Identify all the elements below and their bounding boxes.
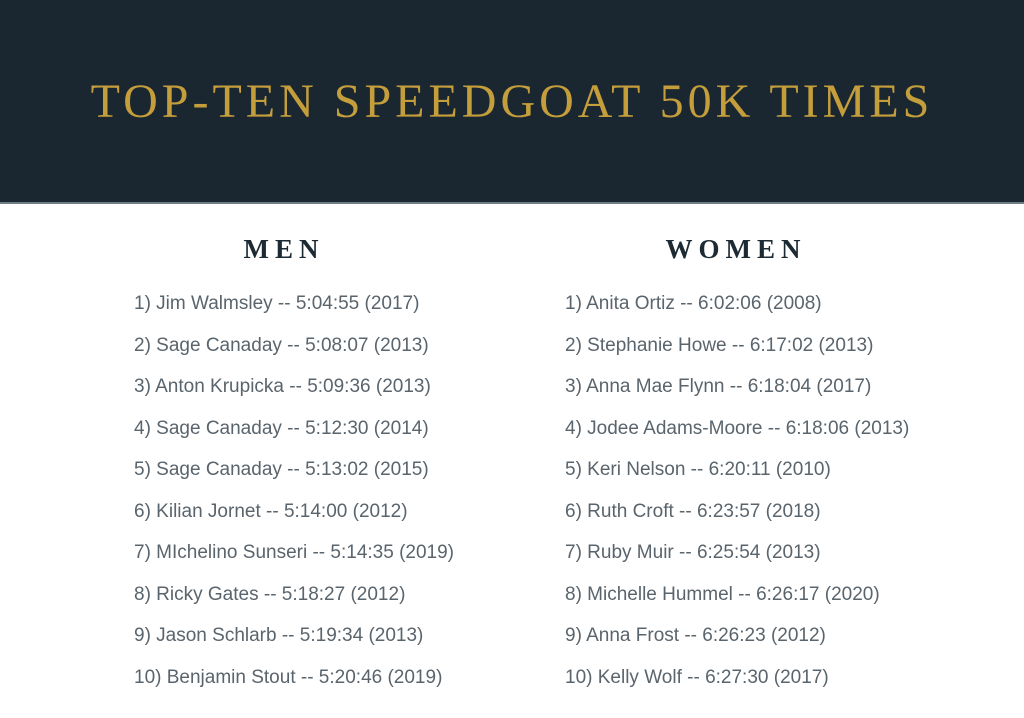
women-heading: WOMEN <box>665 234 807 264</box>
list-item: 5) Sage Canaday -- 5:13:02 (2015) <box>134 459 429 480</box>
page-title: TOP-TEN SPEEDGOAT 50K TIMES <box>90 74 934 128</box>
list-item: 9) Anna Frost -- 6:26:23 (2012) <box>565 625 826 646</box>
list-item: 8) Michelle Hummel -- 6:26:17 (2020) <box>565 583 880 605</box>
header-band: TOP-TEN SPEEDGOAT 50K TIMES <box>0 0 1024 204</box>
list-item: 2) Sage Canaday -- 5:08:07 (2013) <box>134 334 429 356</box>
men-heading: MEN <box>243 234 325 264</box>
list-item: 1) Jim Walmsley -- 5:04:55 (2017) <box>134 293 420 314</box>
content-columns: MEN 1) Jim Walmsley -- 5:04:55 (2017) 2)… <box>0 204 1024 698</box>
list-item: 6) Ruth Croft -- 6:23:57 (2018) <box>565 500 821 522</box>
list-item: 9) Jason Schlarb -- 5:19:34 (2013) <box>134 625 424 646</box>
list-item: 7) Ruby Muir -- 6:25:54 (2013) <box>565 542 821 563</box>
list-item: 1) Anita Ortiz -- 6:02:06 (2008) <box>565 293 822 314</box>
men-list: 1) Jim Walmsley -- 5:04:55 (2017) 2) Sag… <box>68 283 500 698</box>
list-item: 4) Sage Canaday -- 5:12:30 (2014) <box>134 417 429 439</box>
women-column: WOMEN 1) Anita Ortiz -- 6:02:06 (2008) 2… <box>520 204 952 698</box>
list-item: 10) Kelly Wolf -- 6:27:30 (2017) <box>565 666 829 688</box>
list-item: 3) Anton Krupicka -- 5:09:36 (2013) <box>134 376 431 397</box>
list-item: 6) Kilian Jornet -- 5:14:00 (2012) <box>134 500 408 522</box>
list-item: 4) Jodee Adams-Moore -- 6:18:06 (2013) <box>565 417 910 439</box>
list-item: 5) Keri Nelson -- 6:20:11 (2010) <box>565 459 831 480</box>
women-list: 1) Anita Ortiz -- 6:02:06 (2008) 2) Step… <box>520 283 952 698</box>
list-item: 7) MIchelino Sunseri -- 5:14:35 (2019) <box>134 542 454 563</box>
list-item: 2) Stephanie Howe -- 6:17:02 (2013) <box>565 334 874 356</box>
list-item: 8) Ricky Gates -- 5:18:27 (2012) <box>134 583 406 605</box>
list-item: 3) Anna Mae Flynn -- 6:18:04 (2017) <box>565 376 872 397</box>
men-column: MEN 1) Jim Walmsley -- 5:04:55 (2017) 2)… <box>68 204 500 698</box>
list-item: 10) Benjamin Stout -- 5:20:46 (2019) <box>134 666 443 688</box>
